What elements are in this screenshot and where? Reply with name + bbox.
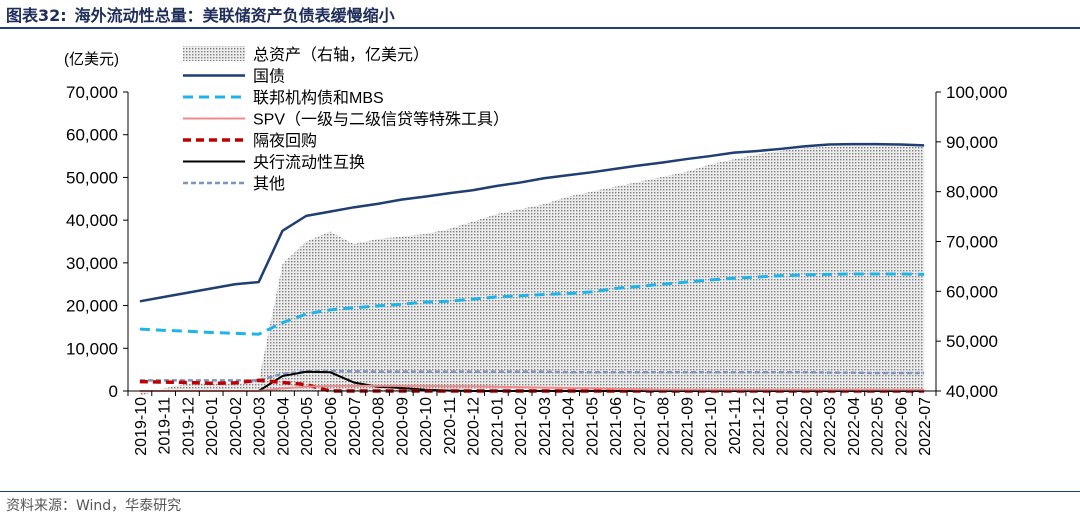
legend-label: 联邦机构债和MBS — [253, 89, 384, 107]
source-note: 资料来源：Wind，华泰研究 — [6, 498, 182, 514]
x-tick-label: 2021-05 — [584, 397, 601, 456]
series-total-assets-area — [139, 145, 925, 396]
left-tick-label: 60,000 — [66, 126, 118, 145]
left-tick-label: 30,000 — [66, 254, 118, 273]
x-tick-label: 2020-03 — [252, 397, 269, 456]
source-rule — [0, 491, 1080, 492]
x-tick-label: 2020-07 — [347, 397, 364, 456]
x-tick-label: 2019-11 — [157, 397, 174, 455]
right-tick-label: 90,000 — [946, 133, 998, 152]
x-tick-label: 2020-06 — [323, 397, 340, 456]
series-line-2 — [139, 272, 925, 336]
x-tick-label: 2022-04 — [846, 397, 863, 456]
legend-label: 隔夜回购 — [253, 132, 317, 150]
left-tick-label: 10,000 — [66, 339, 118, 358]
legend-label: SPV（一级与二级信贷等特殊工具） — [253, 111, 509, 129]
fed-balance-sheet-chart: 0 10,000 20,000 30,000 40,000 50,000 60,000 70,… — [64, 46, 1007, 456]
figure-title-text: 海外流动性总量：美联储资产负债表缓慢缩小 — [74, 6, 395, 25]
right-tick-label: 60,000 — [946, 282, 998, 301]
x-tick-label: 2022-02 — [798, 397, 815, 456]
x-tick-label: 2020-02 — [228, 397, 245, 456]
x-tick-label: 2020-11 — [442, 397, 459, 455]
x-tick-label: 2020-08 — [371, 397, 388, 456]
x-tick-label: 2021-06 — [608, 397, 625, 456]
x-tick-label: 2021-11 — [727, 397, 744, 455]
x-tick-label: 2022-06 — [893, 397, 910, 456]
series-line-6 — [139, 369, 925, 382]
right-tick-label: 50,000 — [946, 332, 998, 351]
right-tick-label: 40,000 — [946, 382, 998, 401]
legend-label: 央行流动性互换 — [253, 154, 365, 172]
x-tick-label: 2021-10 — [703, 397, 720, 456]
x-tick-label: 2022-01 — [775, 397, 792, 456]
legend-swatch-total-assets — [183, 46, 245, 61]
series-line-3 — [139, 384, 925, 392]
left-tick-label: 40,000 — [66, 211, 118, 230]
x-tick-label: 2021-09 — [679, 397, 696, 456]
x-tick-label: 2021-02 — [513, 397, 530, 456]
x-tick-label: 2021-01 — [489, 397, 506, 456]
legend-label: 总资产（右轴，亿美元） — [253, 46, 429, 64]
x-tick-label: 2020-12 — [466, 397, 483, 456]
x-tick-label: 2022-03 — [822, 397, 839, 456]
left-tick-label: 0 — [109, 382, 118, 401]
x-tick-label: 2020-10 — [418, 397, 435, 456]
x-tick-label: 2021-12 — [751, 397, 768, 456]
right-tick-label: 80,000 — [946, 183, 998, 202]
x-tick-label: 2019-10 — [133, 397, 150, 456]
series-line-1 — [139, 142, 925, 303]
left-tick-label: 50,000 — [66, 168, 118, 187]
left-axis-unit: (亿美元) — [64, 51, 119, 68]
right-tick-label: 100,000 — [946, 83, 1007, 102]
x-tick-label: 2020-09 — [394, 397, 411, 456]
x-tick-label: 2021-08 — [656, 397, 673, 456]
title-rule — [0, 27, 1080, 29]
x-tick-label: 2020-05 — [299, 397, 316, 456]
figure-number: 图表32: — [6, 6, 67, 25]
x-tick-label: 2022-07 — [917, 397, 934, 456]
x-tick-label: 2021-03 — [537, 397, 554, 456]
x-tick-label: 2021-07 — [632, 397, 649, 456]
right-tick-label: 70,000 — [946, 233, 998, 252]
left-tick-label: 20,000 — [66, 297, 118, 316]
legend-label: 其他 — [253, 175, 285, 193]
figure-title: 图表32: 海外流动性总量：美联储资产负债表缓慢缩小 — [6, 2, 395, 26]
x-tick-label: 2022-05 — [870, 397, 887, 456]
x-tick-label: 2019-12 — [180, 397, 197, 456]
x-tick-label: 2020-04 — [275, 397, 292, 456]
x-tick-label: 2020-01 — [204, 397, 221, 456]
left-tick-label: 70,000 — [66, 83, 118, 102]
x-tick-label: 2021-04 — [561, 397, 578, 456]
legend-label: 国债 — [253, 68, 285, 86]
